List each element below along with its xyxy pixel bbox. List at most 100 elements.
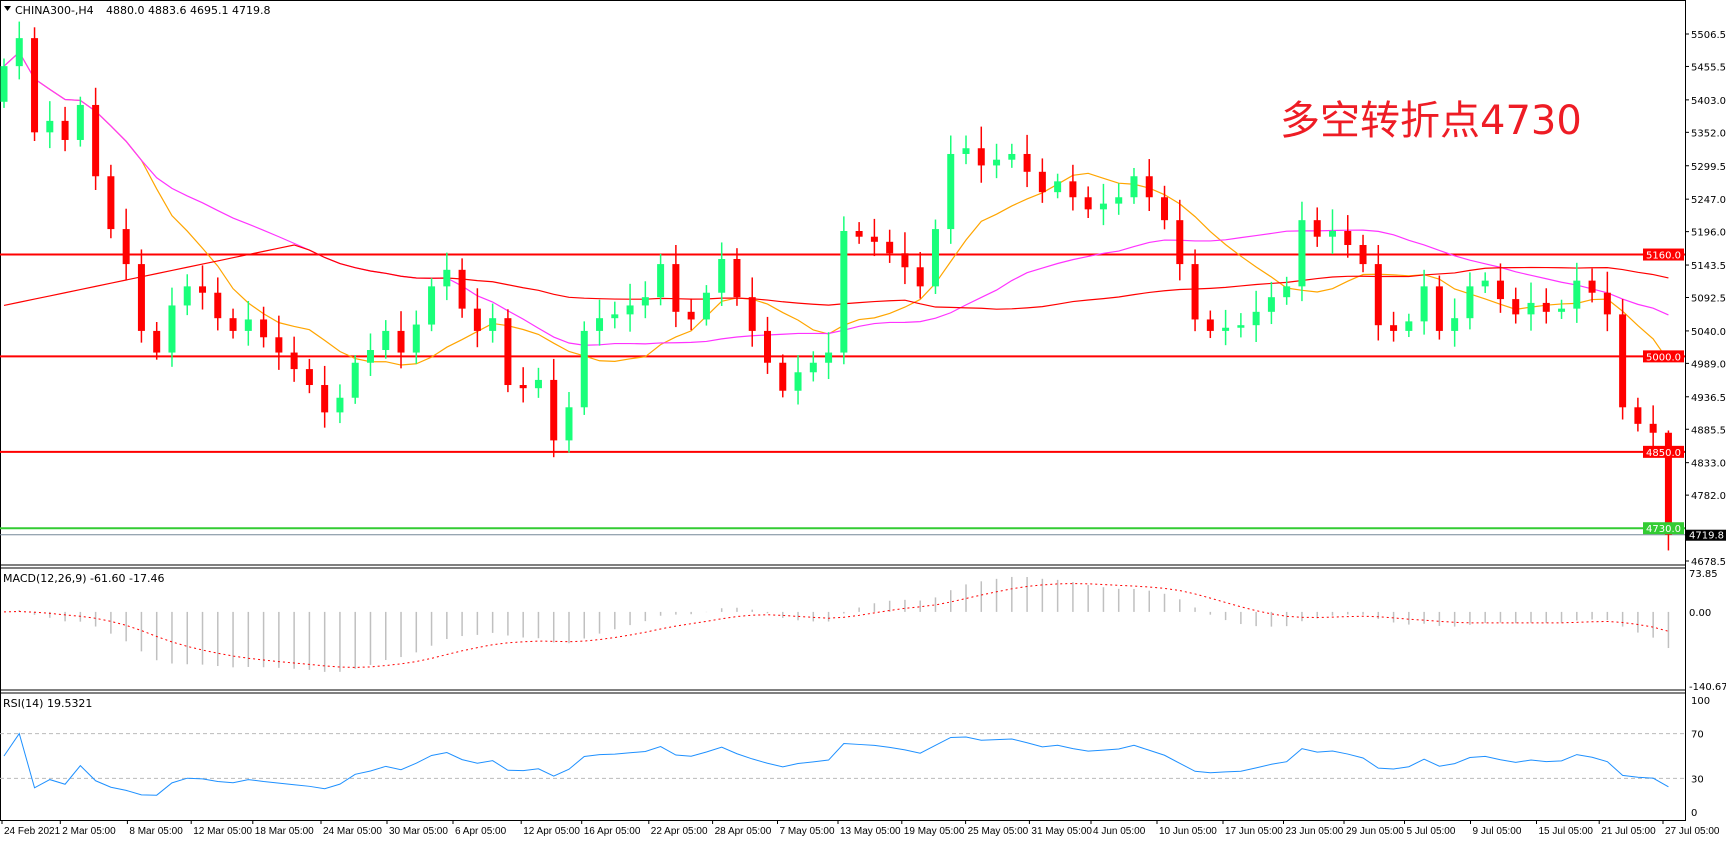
annotation-text: 多空转折点4730 xyxy=(1280,98,1582,144)
level-label: 4850.0 xyxy=(1646,448,1681,459)
time-tick-label: 9 Jul 05:00 xyxy=(1473,826,1522,837)
candle-body xyxy=(1099,203,1107,210)
rsi-tick-label: 70 xyxy=(1691,730,1704,741)
time-tick-label: 22 Apr 05:00 xyxy=(651,826,708,837)
candle-body xyxy=(1466,286,1474,319)
time-tick-label: 30 Mar 05:00 xyxy=(389,826,448,837)
level-label-bg xyxy=(1643,248,1684,261)
symbol-label: CHINA300-,H4 xyxy=(15,4,94,17)
candle-body xyxy=(1237,325,1245,328)
ma-fast-line xyxy=(3,51,1669,366)
candle-body xyxy=(947,153,955,230)
time-tick-label: 13 May 05:00 xyxy=(840,826,901,837)
price-tick-label: 5299.5 xyxy=(1691,162,1726,173)
candle-body xyxy=(153,330,161,353)
candle-body xyxy=(1451,318,1459,331)
price-tick-label: 4936.5 xyxy=(1691,393,1726,404)
candle-body xyxy=(275,337,283,353)
candle-body xyxy=(764,330,771,363)
time-tick-label: 7 May 05:00 xyxy=(780,826,835,837)
candle-body xyxy=(702,292,710,320)
macd-tick-label: 0.00 xyxy=(1689,608,1711,619)
ma-slow-line xyxy=(3,244,1669,310)
candle-body xyxy=(1512,299,1520,315)
rsi-pane xyxy=(0,732,1685,796)
price-tick-label: 4989.0 xyxy=(1691,359,1726,370)
candle-body xyxy=(229,318,237,331)
level-labels: 5160.0 5000.0 4850.0 4730.0 4719.8 xyxy=(1643,248,1726,542)
candle-body xyxy=(428,286,436,325)
candles xyxy=(0,21,1672,551)
candle-body xyxy=(397,330,405,353)
dropdown-triangle-icon[interactable] xyxy=(4,6,11,11)
macd-tick-label: -140.67 xyxy=(1689,682,1726,693)
time-tick-label: 5 Jul 05:00 xyxy=(1407,826,1456,837)
candle-body xyxy=(993,159,1001,166)
candle-body xyxy=(1542,302,1550,312)
macd-signal-line xyxy=(3,583,1669,668)
price-tick-label: 5092.5 xyxy=(1691,294,1726,305)
ohlc-readout: 4880.0 4883.6 4695.1 4719.8 xyxy=(106,4,270,17)
price-tick-label: 5040.0 xyxy=(1691,327,1726,338)
candle-body xyxy=(1328,230,1336,237)
level-label-bg xyxy=(1643,522,1684,535)
candle-body xyxy=(1603,292,1611,315)
candle-body xyxy=(1084,197,1092,210)
candle-body xyxy=(718,258,726,293)
rsi-tick-label: 100 xyxy=(1691,696,1710,707)
candle-body xyxy=(443,269,451,287)
candle-body xyxy=(137,264,145,331)
current-price-bg xyxy=(1686,529,1726,541)
candle-body xyxy=(809,362,817,373)
candle-body xyxy=(290,352,298,370)
candle-body xyxy=(1008,153,1016,160)
price-tick-label: 5455.5 xyxy=(1691,62,1726,73)
candle-body xyxy=(1558,308,1566,312)
candle-body xyxy=(1619,314,1627,408)
candle-body xyxy=(611,314,619,319)
candle-body xyxy=(1161,197,1169,221)
candle-body xyxy=(351,362,359,398)
candle-body xyxy=(977,148,985,166)
level-label: 5160.0 xyxy=(1646,251,1681,262)
rsi-tick-label: 30 xyxy=(1691,774,1704,785)
time-tick-label: 12 Mar 05:00 xyxy=(193,826,252,837)
candle-body xyxy=(794,372,802,391)
time-tick-label: 29 Jun 05:00 xyxy=(1346,826,1404,837)
candle-body xyxy=(779,362,787,391)
candle-body xyxy=(1359,244,1367,265)
candle-body xyxy=(580,330,588,408)
candle-body xyxy=(840,230,848,353)
time-tick-label: 31 May 05:00 xyxy=(1031,826,1092,837)
candle-body xyxy=(962,148,970,154)
candle-body xyxy=(366,350,374,363)
price-tick-label: 4782.0 xyxy=(1691,491,1726,502)
candle-body xyxy=(1588,280,1596,293)
candle-body xyxy=(519,385,527,389)
candle-body xyxy=(15,38,23,67)
macd-label: MACD(12,26,9) -61.60 -17.46 xyxy=(3,572,164,585)
price-tick-label: 5196.0 xyxy=(1691,228,1726,239)
candle-body xyxy=(458,269,466,309)
candle-body xyxy=(1206,319,1214,331)
candle-body xyxy=(1191,264,1199,320)
time-tick-label: 24 Feb 2021 xyxy=(4,826,61,837)
time-tick-label: 24 Mar 05:00 xyxy=(323,826,382,837)
candle-body xyxy=(825,352,833,363)
candle-body xyxy=(901,253,909,268)
time-tick-label: 23 Jun 05:00 xyxy=(1286,826,1344,837)
time-tick-label: 8 Mar 05:00 xyxy=(129,826,183,837)
time-tick-label: 21 Jul 05:00 xyxy=(1601,826,1656,837)
candle-body xyxy=(336,397,344,413)
candle-body xyxy=(1313,220,1321,237)
time-tick-label: 27 Jul 05:00 xyxy=(1665,826,1720,837)
time-tick-label: 4 Jun 05:00 xyxy=(1093,826,1146,837)
candle-body xyxy=(855,230,863,237)
candle-body xyxy=(733,258,741,298)
candle-body xyxy=(473,308,481,331)
candle-body xyxy=(916,267,924,287)
price-tick-label: 5247.0 xyxy=(1691,195,1726,206)
candle-body xyxy=(107,176,115,230)
candle-body xyxy=(534,379,542,389)
